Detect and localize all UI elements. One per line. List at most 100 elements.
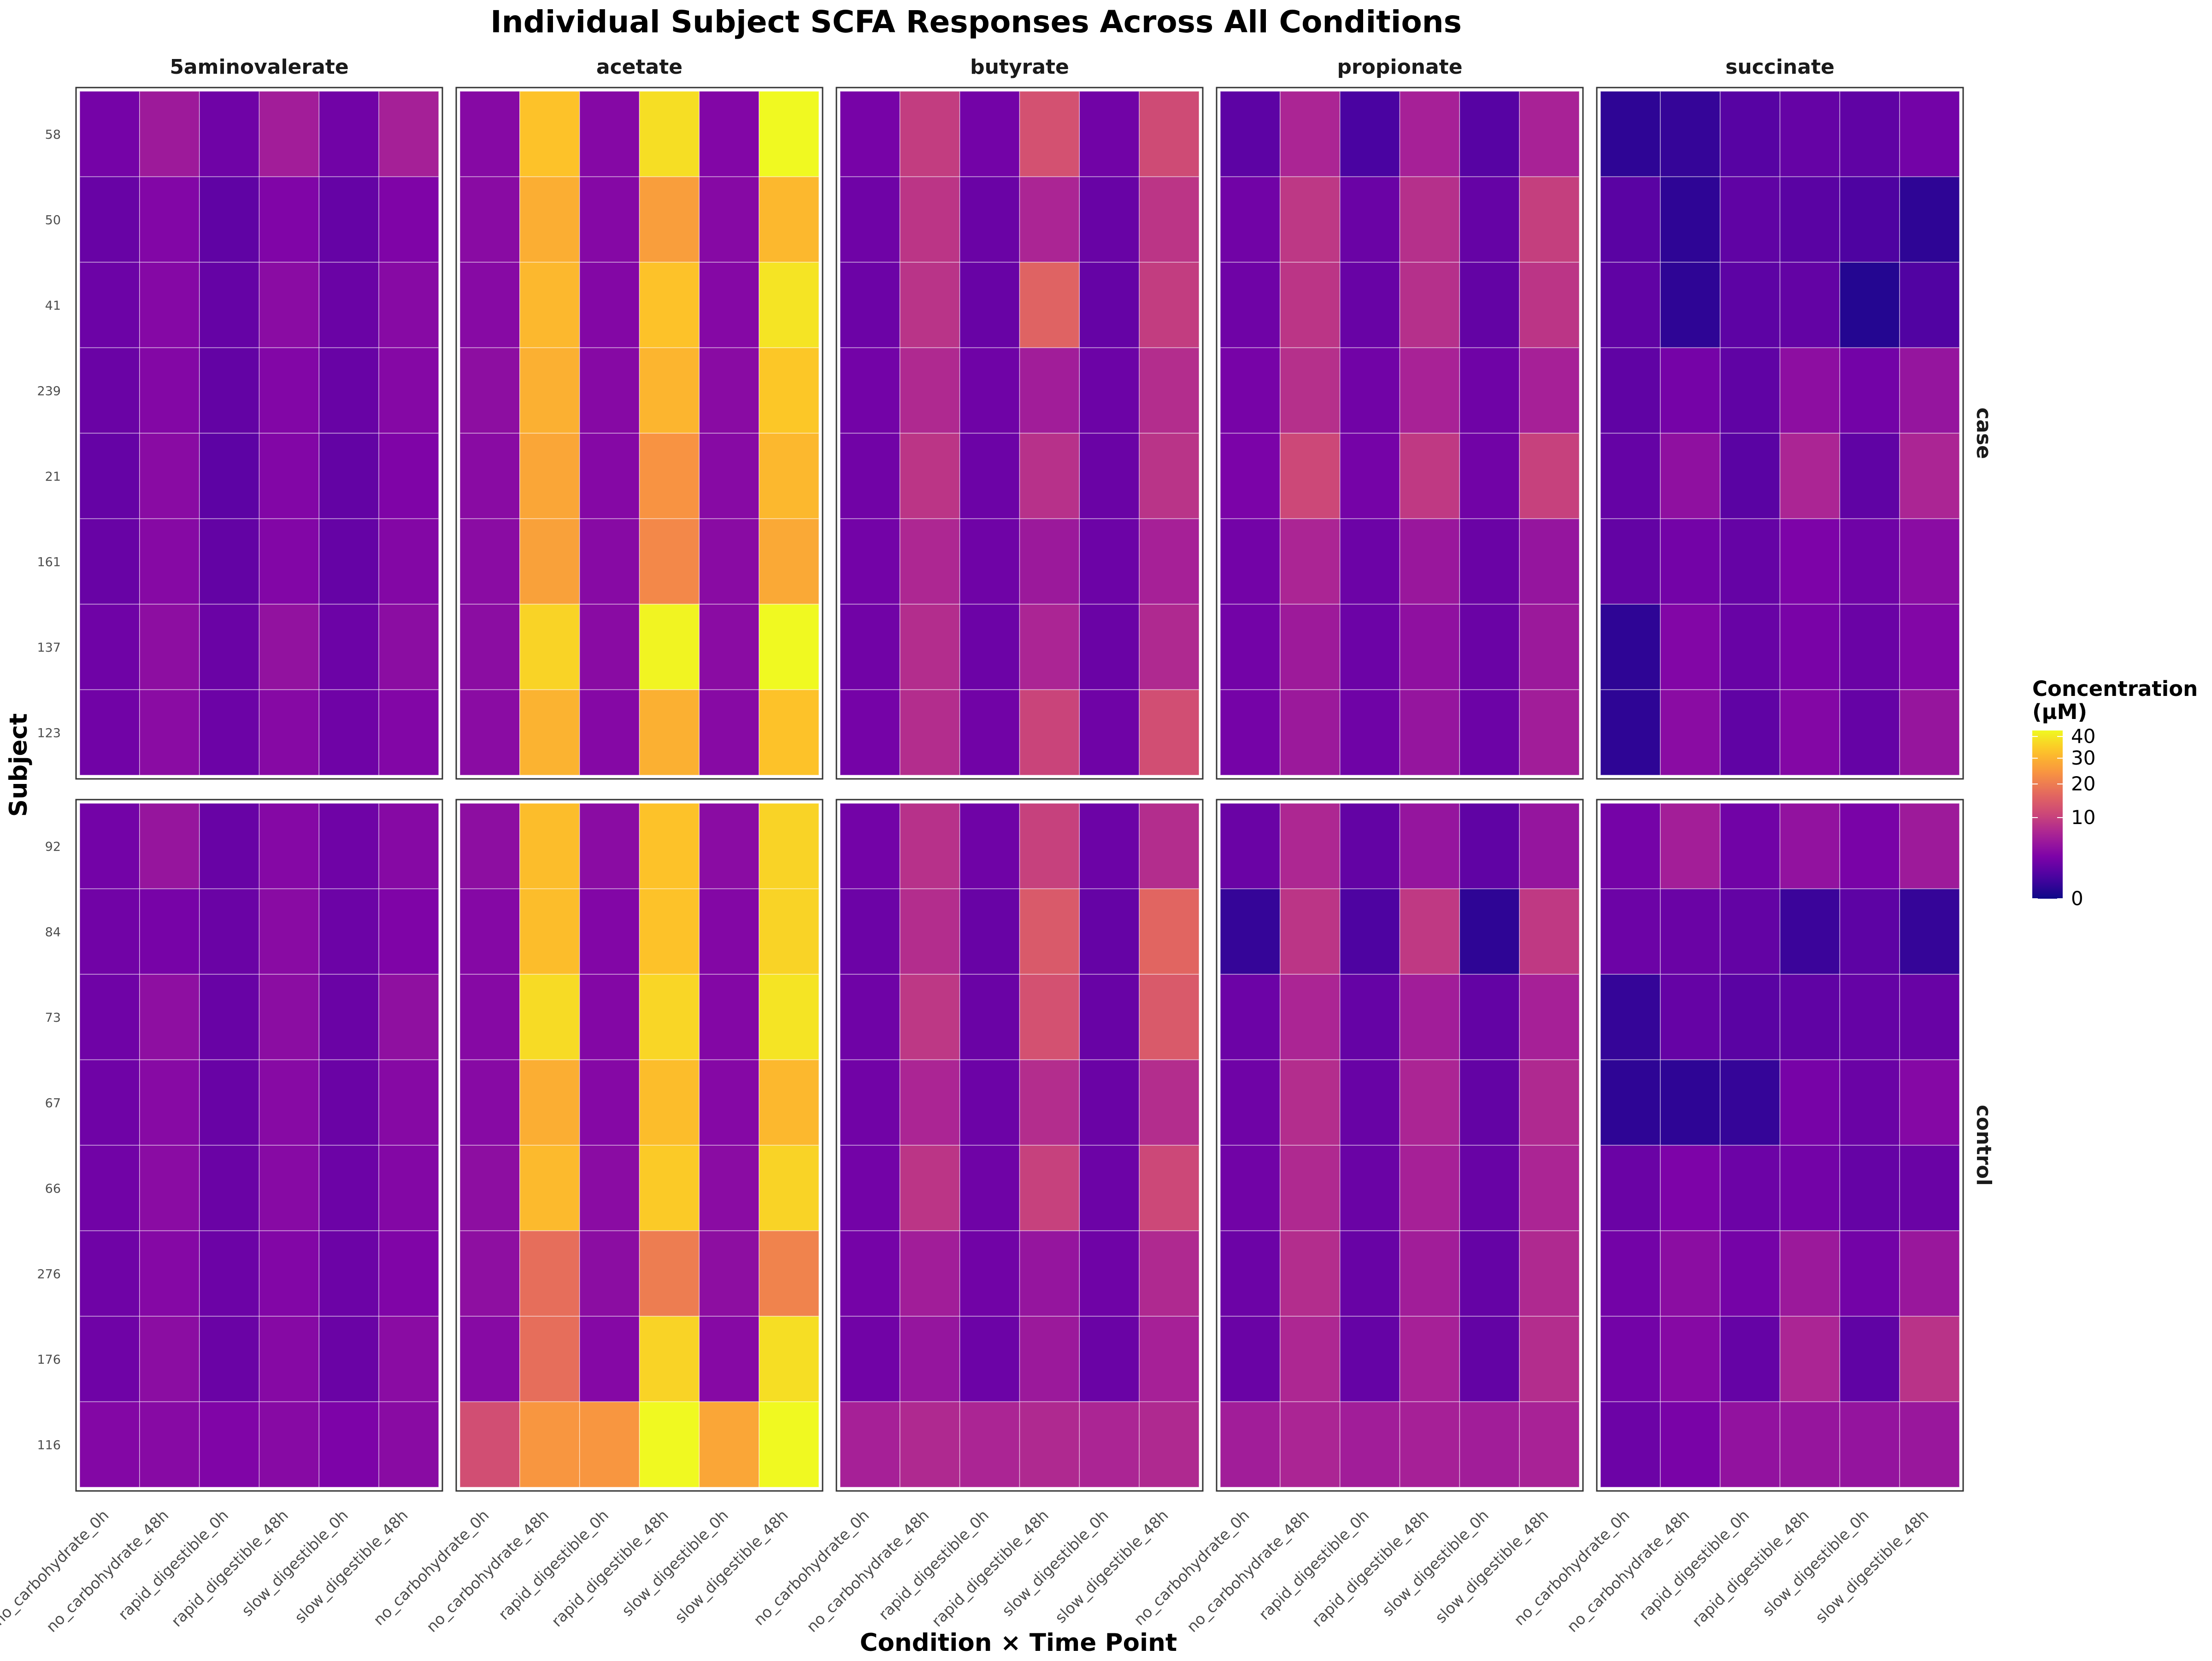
heatmap-cell <box>1459 1230 1520 1317</box>
heatmap-cell <box>1220 1059 1281 1146</box>
heatmap-cell <box>1600 689 1661 776</box>
heatmap-cell <box>1139 1316 1200 1402</box>
heatmap-cell <box>1220 888 1281 975</box>
heatmap-cell <box>199 689 260 776</box>
heatmap-cell <box>1399 518 1460 605</box>
heatmap-cell <box>699 1230 759 1317</box>
heatmap-cell <box>1660 689 1721 776</box>
heatmap-cell <box>1399 1059 1460 1146</box>
heatmap-cell <box>639 176 700 263</box>
heatmap-cell <box>1459 518 1520 605</box>
heatmap-cell <box>1079 888 1140 975</box>
heatmap-cell <box>1459 689 1520 776</box>
heatmap-cell <box>639 974 700 1060</box>
heatmap-cell <box>900 689 960 776</box>
heatmap-cell <box>1079 604 1140 690</box>
heatmap-cell <box>199 176 260 263</box>
heatmap-cell <box>139 1230 200 1317</box>
heatmap-cell <box>579 974 640 1060</box>
heatmap-cell <box>79 1316 140 1402</box>
heatmap-cell <box>1779 91 1841 177</box>
heatmap-cell <box>1280 262 1341 348</box>
heatmap-cell <box>199 1145 260 1231</box>
heatmap-cell <box>1339 1230 1400 1317</box>
heatmap-cell <box>378 604 439 690</box>
heatmap-cell <box>1139 689 1200 776</box>
heatmap-cell <box>1399 91 1460 177</box>
heatmap-cell <box>378 1230 439 1317</box>
heatmap-cell <box>840 518 900 605</box>
heatmap-cell <box>459 262 520 348</box>
heatmap-cell <box>1519 803 1580 889</box>
heatmap-cell <box>199 433 260 519</box>
heatmap-cell <box>318 1230 379 1317</box>
subject-label-41: 41 <box>45 299 61 313</box>
heatmap-cell <box>1280 518 1341 605</box>
heatmap-cell <box>1899 1401 1960 1488</box>
row-strip-label-control: control <box>1972 1105 1995 1186</box>
heatmap-cell <box>459 1316 520 1402</box>
heatmap-cell <box>1079 1230 1140 1317</box>
heatmap-cell <box>199 262 260 348</box>
heatmap-cell <box>959 689 1020 776</box>
heatmap-cell <box>840 888 900 975</box>
heatmap-cell <box>459 1059 520 1146</box>
heatmap-cell <box>1459 91 1520 177</box>
heatmap-cell <box>959 176 1020 263</box>
heatmap-cell <box>378 518 439 605</box>
heatmap-cell <box>1280 689 1341 776</box>
heatmap-cell <box>199 604 260 690</box>
heatmap-cell <box>1600 518 1661 605</box>
heatmap-cell <box>1280 888 1341 975</box>
heatmap-cell <box>318 1059 379 1146</box>
heatmap-cell <box>519 1145 580 1231</box>
heatmap-cell <box>840 803 900 889</box>
heatmap-cell <box>1459 1316 1520 1402</box>
heatmap-cell <box>759 1316 819 1402</box>
heatmap-cell <box>1399 1230 1460 1317</box>
subject-label-50: 50 <box>45 213 61 227</box>
heatmap-cell <box>79 689 140 776</box>
heatmap-cell <box>318 689 379 776</box>
heatmap-cell <box>259 1401 320 1488</box>
heatmap-cell <box>959 1059 1020 1146</box>
heatmap-cell <box>1339 1401 1400 1488</box>
heatmap-cell <box>579 689 640 776</box>
heatmap-cell <box>1839 1401 1900 1488</box>
heatmap-cell <box>259 1230 320 1317</box>
heatmap-cell <box>759 1230 819 1317</box>
heatmap-cell <box>1280 1145 1341 1231</box>
heatmap-cell <box>840 1401 900 1488</box>
heatmap-cell <box>900 1316 960 1402</box>
heatmap-cell <box>579 262 640 348</box>
heatmap-cell <box>259 888 320 975</box>
heatmap-cell <box>699 518 759 605</box>
heatmap-cell <box>1660 1230 1721 1317</box>
heatmap-cell <box>79 888 140 975</box>
heatmap-cell <box>459 803 520 889</box>
heatmap-cell <box>139 1145 200 1231</box>
heatmap-cell <box>759 518 819 605</box>
heatmap-cell <box>1839 433 1900 519</box>
heatmap-cell <box>1519 91 1580 177</box>
heatmap-cell <box>378 1059 439 1146</box>
heatmap-cell <box>79 1401 140 1488</box>
subject-label-67: 67 <box>45 1096 61 1110</box>
heatmap-cell <box>1839 803 1900 889</box>
heatmap-cell <box>840 1145 900 1231</box>
heatmap-cell <box>79 518 140 605</box>
heatmap-cell <box>1139 888 1200 975</box>
heatmap-cell <box>1779 604 1841 690</box>
heatmap-cell <box>1139 91 1200 177</box>
heatmap-cell <box>1519 1145 1580 1231</box>
heatmap-cell <box>840 1316 900 1402</box>
heatmap-cell <box>1019 433 1080 519</box>
heatmap-cell <box>1220 176 1281 263</box>
heatmap-cell <box>1719 888 1781 975</box>
subject-label-239: 239 <box>37 384 61 398</box>
heatmap-cell <box>699 1401 759 1488</box>
heatmap-cell <box>1839 604 1900 690</box>
heatmap-cell <box>79 91 140 177</box>
heatmap-cell <box>1339 91 1400 177</box>
heatmap-cell <box>139 347 200 434</box>
